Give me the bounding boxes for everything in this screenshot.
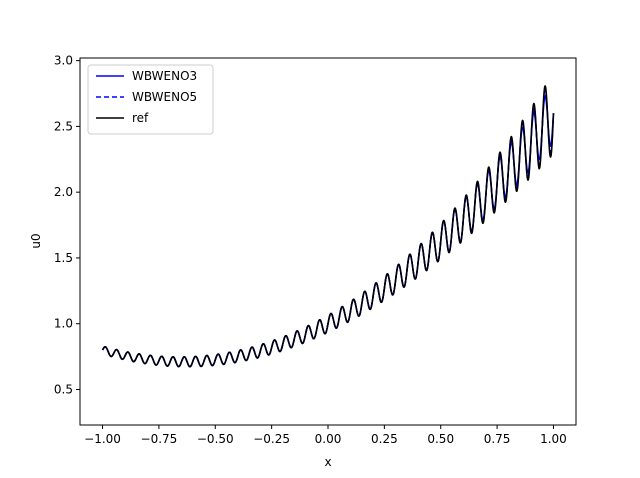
y-tick-label: 1.0	[54, 317, 73, 331]
y-tick-label: 2.0	[54, 185, 73, 199]
y-tick-label: 3.0	[54, 54, 73, 68]
x-tick-label: 0.00	[315, 432, 342, 446]
x-tick-label: −1.00	[84, 432, 121, 446]
y-tick-label: 2.5	[54, 119, 73, 133]
series-layer	[101, 85, 555, 368]
x-tick-label: 0.50	[427, 432, 454, 446]
x-tick-label: −0.75	[141, 432, 178, 446]
series-line-ref	[101, 85, 555, 368]
x-axis-ticks: −1.00 −0.75 −0.50 −0.25 0.00 0.25 0.50 0.75 1.00	[84, 425, 567, 446]
x-axis-label: x	[324, 455, 331, 469]
plot-area	[79, 57, 577, 426]
legend-label: ref	[132, 111, 149, 125]
legend: WBWENO3 WBWENO5 ref	[87, 64, 214, 135]
y-tick-label: 0.5	[54, 382, 73, 396]
x-tick-label: 1.00	[540, 432, 567, 446]
legend-label: WBWENO3	[132, 69, 197, 83]
y-axis-label: u0	[29, 233, 43, 248]
y-axis-ticks: 0.5 1.0 1.5 2.0 2.5 3.0	[54, 54, 80, 396]
x-tick-label: 0.25	[371, 432, 398, 446]
x-tick-label: −0.25	[253, 432, 290, 446]
legend-label: WBWENO5	[132, 90, 197, 104]
legend-box	[87, 64, 214, 135]
y-tick-label: 1.5	[54, 251, 73, 265]
x-tick-label: 0.75	[484, 432, 511, 446]
x-tick-label: −0.50	[197, 432, 234, 446]
